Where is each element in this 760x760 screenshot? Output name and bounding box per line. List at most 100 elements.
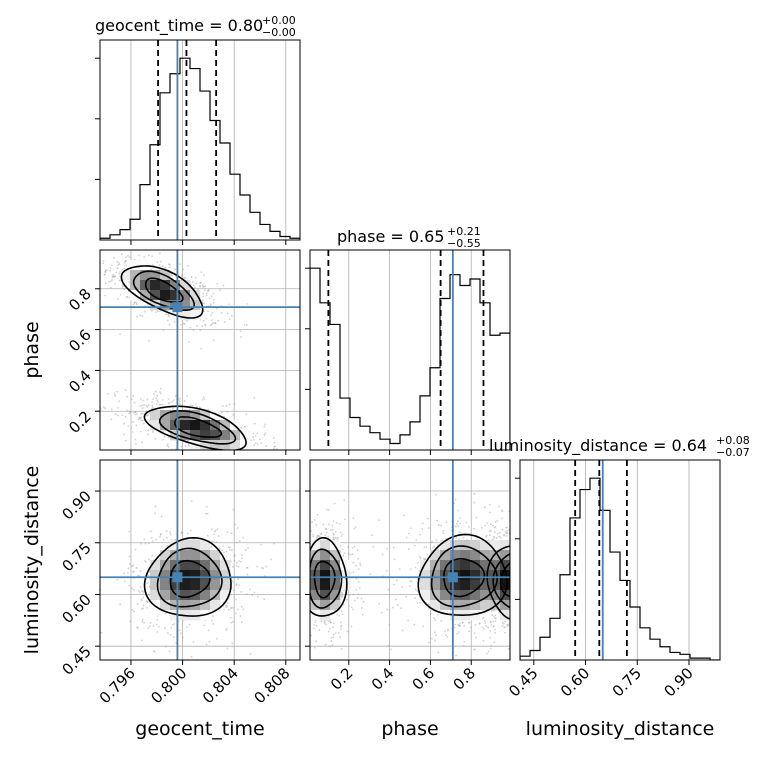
contour-line [486,545,510,620]
sample-point [523,582,525,584]
sample-point [225,550,228,553]
sample-point [186,450,188,452]
sample-point [298,585,300,587]
density-cell [210,600,221,611]
sample-point [514,558,516,560]
sample-point [214,322,217,325]
sample-point [199,285,201,288]
sample-point [407,548,410,550]
sample-point [507,647,510,650]
sample-point [526,630,528,632]
sample-point [303,570,305,572]
sample-point [228,548,231,551]
sample-point [210,319,213,321]
sample-point [521,592,523,594]
sample-point [369,573,372,576]
density-cell [500,540,510,551]
sample-point [425,546,428,548]
sample-point [116,298,119,300]
sample-point [515,547,517,549]
sample-point [301,543,303,545]
sample-point [423,558,426,561]
sample-point [545,594,547,596]
sample-point [147,542,150,545]
density-cell [220,440,231,450]
sample-point [232,413,235,416]
sample-point [207,629,210,632]
sample-point [307,628,309,630]
sample-point [203,624,206,627]
sample-point [506,625,509,628]
sample-point [304,547,306,549]
sample-point [332,636,334,639]
sample-point [511,629,513,631]
sample-point [146,398,149,401]
sample-point [103,273,106,276]
sample-point [133,401,136,404]
sample-point [207,310,209,313]
sample-point [224,604,227,607]
sample-point [139,430,142,433]
sample-point [155,397,158,400]
sample-point [235,584,238,587]
sample-point [156,394,159,397]
sample-point [512,639,514,641]
title-luminosity-distance-minus: −0.07 [716,446,750,459]
sample-point [111,276,114,278]
sample-point [219,289,222,292]
sample-point [495,617,497,620]
sample-point [245,566,248,569]
sample-point [231,642,234,645]
sample-point [445,634,447,637]
tick-label-x: 0.6 [409,664,439,694]
sample-point [146,601,149,603]
sample-point [501,621,504,624]
sample-point [528,583,530,585]
sample-point [131,565,134,568]
sample-point [529,561,531,563]
sample-point [348,594,351,597]
sample-point [500,509,503,512]
sample-point [110,286,112,289]
sample-point [253,422,256,425]
sample-point [183,399,186,402]
sample-point [527,540,529,542]
sample-point [458,624,461,627]
sample-point [222,608,225,611]
sample-point [522,569,524,571]
sample-point [203,302,206,305]
density-cell [150,270,161,281]
sample-point [191,281,194,283]
sample-point [165,313,167,316]
sample-point [422,625,425,628]
density-cell [190,540,201,551]
sample-point [402,514,405,517]
density-cell [480,550,491,561]
sample-point [530,541,532,543]
sample-point [112,247,114,249]
sample-point [229,455,231,457]
sample-point [468,630,470,633]
sample-point [343,552,346,554]
sample-point [305,607,307,609]
sample-point [332,633,335,636]
sample-point [512,607,514,609]
sample-point [350,625,353,628]
sample-point [380,611,383,614]
density-cell [320,550,331,561]
sample-point [114,275,116,278]
sample-point [352,517,355,520]
density-cell [190,310,201,321]
sample-point [505,535,508,537]
sample-point [181,274,183,277]
sample-point [512,564,514,566]
sample-point [523,570,525,572]
density-cell [210,570,221,581]
sample-point [260,442,263,444]
sample-point [518,553,520,555]
sample-point [145,404,148,407]
sample-point [541,631,543,633]
sample-point [516,556,518,558]
sample-point [491,614,494,617]
density-cell [220,430,231,441]
